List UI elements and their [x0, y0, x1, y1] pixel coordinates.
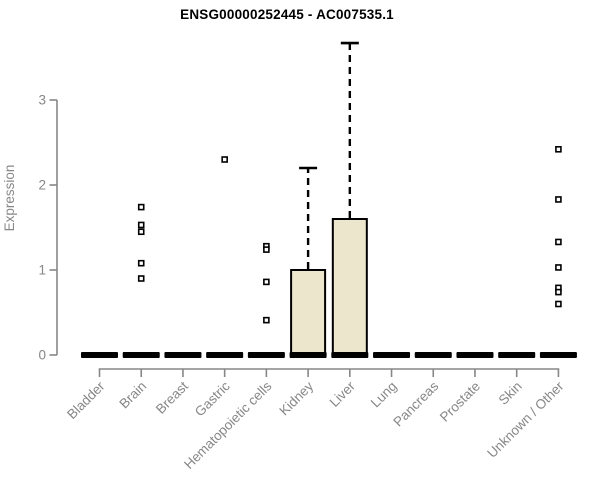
median-line: [456, 352, 494, 358]
y-tick-label: 1: [38, 263, 46, 278]
median-line: [414, 352, 452, 358]
outlier-point: [263, 278, 270, 286]
outlier-point: [137, 275, 145, 282]
median-line: [81, 352, 118, 358]
x-tick-label: Kidney: [276, 378, 316, 418]
outlier-point: [137, 228, 145, 236]
outlier-point: [555, 264, 562, 271]
outlier-point: [555, 196, 562, 203]
median-line: [289, 352, 327, 358]
outlier-point: [555, 300, 562, 308]
x-tick-label: Unknown / Other: [484, 378, 567, 461]
outlier-point: [137, 203, 145, 211]
x-tick-label: Prostate: [437, 379, 483, 425]
median-line: [539, 352, 577, 358]
outlier-point: [221, 156, 228, 163]
median-line: [247, 352, 285, 358]
x-tick-label: Bladder: [64, 378, 108, 422]
outlier-point: [555, 238, 562, 246]
median-line: [164, 352, 202, 358]
outlier-point: [263, 246, 270, 253]
x-tick-label: Pancreas: [390, 378, 441, 429]
box-rect: [331, 218, 368, 356]
median-line: [122, 352, 160, 358]
y-tick-label: 2: [38, 178, 46, 193]
outlier-point: [555, 288, 562, 296]
median-line: [498, 352, 536, 358]
y-tick-label: 0: [38, 348, 46, 363]
x-tick-label: Gastric: [192, 378, 233, 419]
box-rect: [290, 269, 327, 356]
x-tick-label: Lung: [368, 379, 400, 411]
outlier-point: [555, 146, 562, 153]
x-tick-label: Brain: [116, 379, 149, 412]
x-tick-label: Skin: [496, 379, 525, 408]
outlier-point: [263, 316, 270, 324]
median-line: [331, 352, 369, 358]
outlier-point: [137, 259, 145, 267]
x-tick-label: Liver: [327, 378, 359, 410]
median-line: [206, 352, 244, 358]
median-line: [373, 352, 411, 358]
outlier-point: [137, 221, 145, 229]
x-tick-label: Breast: [153, 378, 191, 416]
chart-title: ENSG00000252445 - AC007535.1: [180, 7, 394, 22]
y-axis-title: Expression: [2, 165, 17, 232]
y-tick-label: 3: [38, 93, 46, 108]
